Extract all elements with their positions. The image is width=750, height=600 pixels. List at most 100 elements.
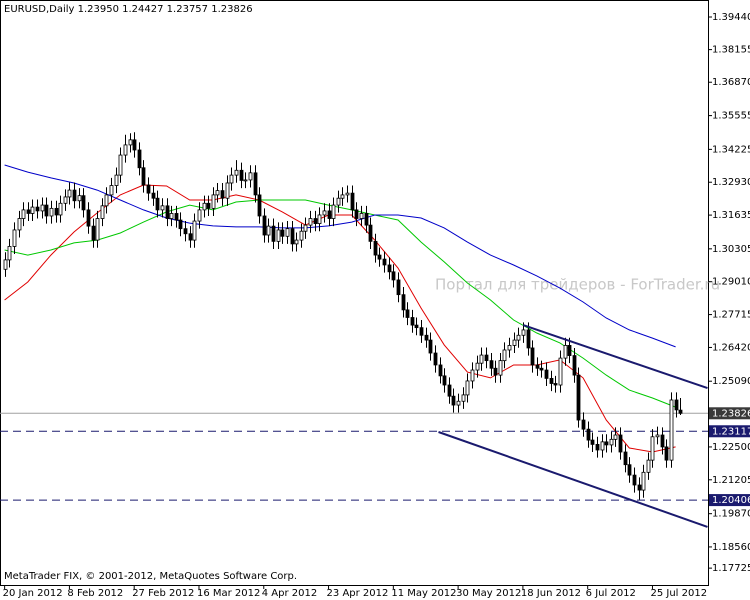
candle-body bbox=[595, 443, 600, 451]
candle-body bbox=[354, 209, 359, 219]
candle-body bbox=[146, 184, 151, 194]
candle-body bbox=[239, 169, 244, 181]
candle-body bbox=[401, 294, 406, 311]
x-tick-label: 8 Feb 2012 bbox=[67, 588, 123, 599]
candle-body bbox=[262, 215, 267, 236]
x-tick-label: 4 Apr 2012 bbox=[262, 588, 317, 599]
candle-body bbox=[7, 246, 12, 261]
candle-body bbox=[382, 258, 387, 266]
candle-body bbox=[368, 224, 373, 242]
watermark: Портал для трейдеров - ForTrader.ru bbox=[435, 276, 720, 294]
candle-body bbox=[67, 189, 72, 198]
candle-body bbox=[40, 204, 45, 212]
candle-body bbox=[414, 324, 419, 329]
candle-body bbox=[479, 354, 484, 364]
candle-body bbox=[609, 438, 614, 446]
candle-body bbox=[336, 197, 341, 206]
candle-body bbox=[530, 347, 535, 366]
candle-body bbox=[586, 428, 591, 441]
y-tick-label: 1.38155 bbox=[712, 45, 750, 56]
candle-body bbox=[442, 375, 447, 386]
candle-body bbox=[433, 352, 438, 366]
candle-body bbox=[674, 399, 679, 411]
candle-body bbox=[424, 334, 429, 341]
candle-body bbox=[72, 189, 77, 202]
y-tick-label: 1.29010 bbox=[712, 277, 750, 288]
candle-body bbox=[132, 139, 137, 151]
chart-header: EURUSD,Daily 1.23950 1.24427 1.23757 1.2… bbox=[4, 4, 253, 15]
candle-body bbox=[475, 362, 480, 371]
y-tick-label: 1.36870 bbox=[712, 77, 750, 88]
candle-body bbox=[553, 383, 558, 386]
candle-body bbox=[114, 174, 119, 186]
candle-body bbox=[549, 378, 554, 384]
candle-body bbox=[44, 204, 49, 217]
candle-body bbox=[12, 229, 17, 247]
x-tick-label: 20 Jan 2012 bbox=[3, 588, 63, 599]
candle-body bbox=[544, 369, 549, 379]
price-marker bbox=[709, 425, 750, 438]
candle-body bbox=[641, 471, 646, 491]
candle-body bbox=[465, 380, 470, 396]
candle-body bbox=[373, 240, 378, 256]
candle-body bbox=[21, 209, 26, 219]
candle-body bbox=[447, 384, 452, 397]
candle-body bbox=[558, 357, 563, 386]
candle-body bbox=[428, 339, 433, 354]
candle-body bbox=[285, 228, 290, 237]
candle-body bbox=[58, 202, 63, 216]
candle-body bbox=[419, 327, 424, 336]
candle-body bbox=[188, 233, 193, 241]
candle-body bbox=[359, 213, 364, 219]
candle-body bbox=[590, 439, 595, 445]
candle-body bbox=[141, 167, 146, 186]
candle-body bbox=[405, 309, 410, 318]
candle-body bbox=[118, 154, 123, 176]
candle-body bbox=[91, 225, 96, 241]
x-tick-label: 11 May 2012 bbox=[391, 588, 456, 599]
y-tick-label: 1.19870 bbox=[712, 509, 750, 520]
candle-body bbox=[299, 230, 304, 241]
price-marker bbox=[709, 407, 750, 420]
x-tick-label: 18 Jun 2012 bbox=[521, 588, 581, 599]
candle-body bbox=[650, 436, 655, 461]
candle-body bbox=[253, 172, 258, 196]
candle-body bbox=[451, 395, 456, 406]
candle-body bbox=[669, 399, 674, 461]
candle-body bbox=[660, 434, 665, 448]
candle-body bbox=[211, 194, 216, 209]
candle-body bbox=[567, 345, 572, 356]
candle-body bbox=[563, 345, 568, 359]
candle-body bbox=[95, 218, 100, 241]
candle-body bbox=[248, 172, 253, 181]
candle-body bbox=[257, 194, 262, 217]
candle-body bbox=[516, 334, 521, 341]
candle-body bbox=[77, 195, 82, 202]
candle-body bbox=[234, 169, 239, 176]
y-tick-label: 1.21205 bbox=[712, 475, 750, 486]
candle-body bbox=[502, 349, 507, 362]
candle-body bbox=[151, 192, 156, 199]
candle-body bbox=[572, 355, 577, 376]
candle-body bbox=[461, 394, 466, 402]
candle-body bbox=[470, 369, 475, 382]
candle-body bbox=[637, 484, 642, 491]
candle-body bbox=[197, 209, 202, 222]
candle-body bbox=[160, 205, 165, 211]
candle-body bbox=[178, 219, 183, 230]
candle-body bbox=[623, 451, 628, 466]
candle-body bbox=[391, 271, 396, 281]
y-tick-label: 1.26420 bbox=[712, 342, 750, 353]
candle-body bbox=[3, 259, 8, 270]
candle-body bbox=[54, 207, 59, 216]
candle-body bbox=[331, 204, 336, 219]
candle-body bbox=[327, 210, 332, 219]
candle-body bbox=[498, 360, 503, 376]
candle-body bbox=[535, 364, 540, 369]
candle-body bbox=[655, 434, 660, 438]
candle-body bbox=[202, 202, 207, 211]
candle-body bbox=[183, 228, 188, 235]
candle-body bbox=[220, 190, 225, 199]
y-tick-label: 1.30305 bbox=[712, 244, 750, 255]
y-tick-label: 1.18560 bbox=[712, 542, 750, 553]
